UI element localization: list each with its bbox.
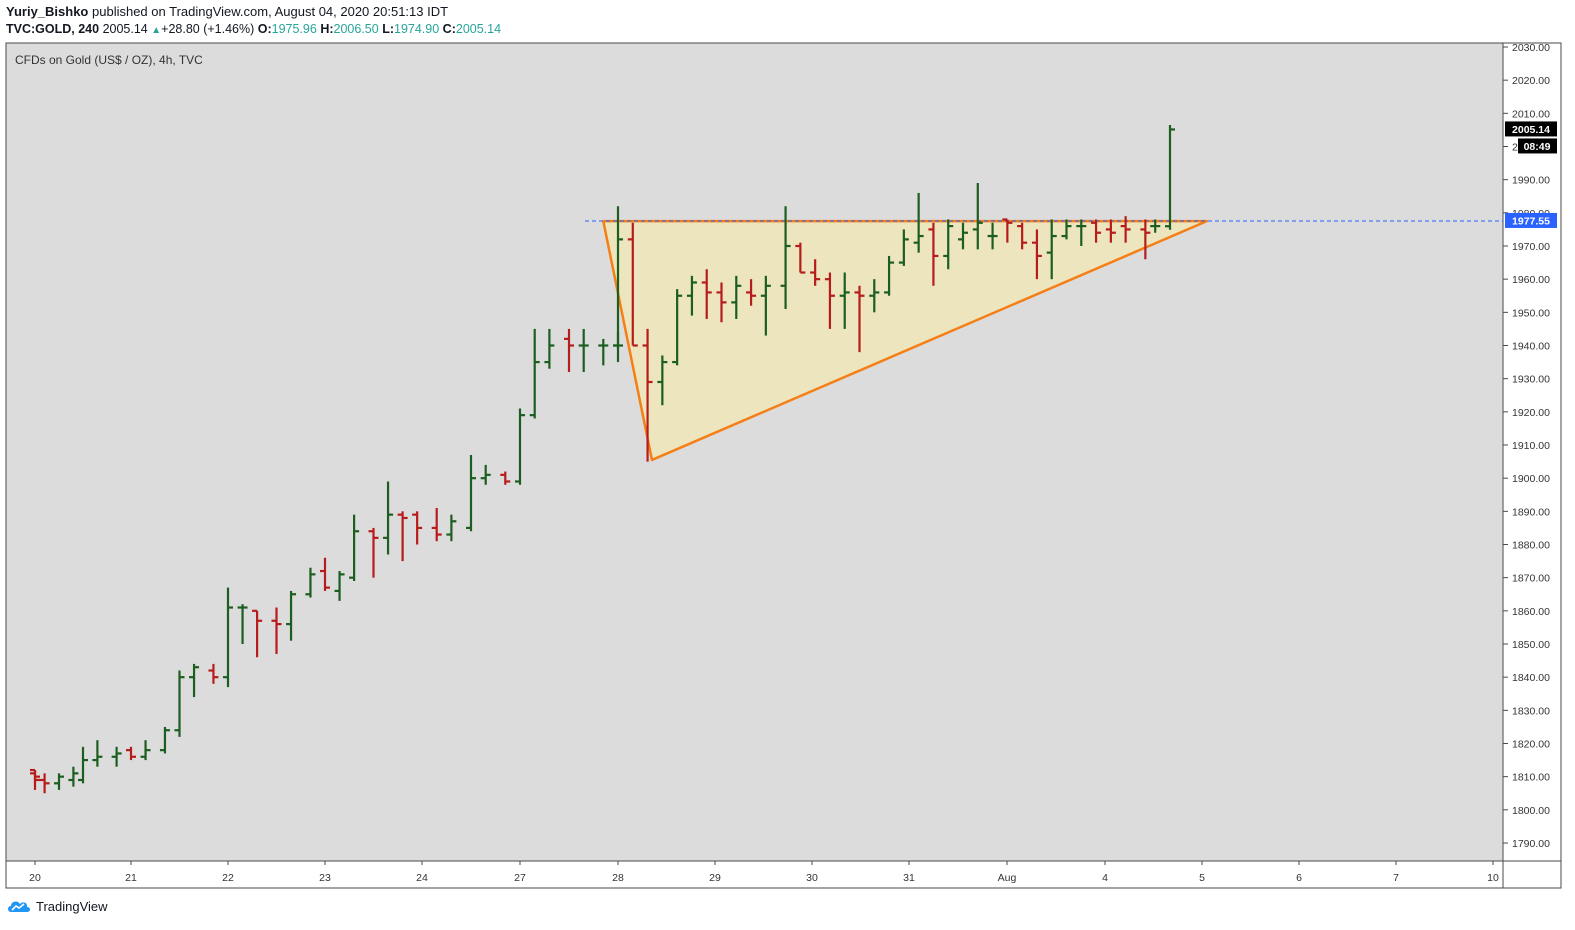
time-axis[interactable]: 20 21 22 23 24 27 28 29 30 31 Aug 4 5 6 7 10 xyxy=(29,861,1499,884)
x-tick-label: 7 xyxy=(1393,872,1399,884)
y-tick-label: 1830.00 xyxy=(1512,705,1550,717)
y-tick-label: 1910.00 xyxy=(1512,440,1550,452)
y-tick-label: 1970.00 xyxy=(1512,241,1550,253)
y-tick-label: 1960.00 xyxy=(1512,274,1550,286)
y-tick-label: 1920.00 xyxy=(1512,407,1550,419)
symbol-label: TVC:GOLD, 240 xyxy=(6,22,100,36)
y-tick-label: 1940.00 xyxy=(1512,341,1550,353)
y-tick-label: 1870.00 xyxy=(1512,573,1550,585)
x-tick-label: 5 xyxy=(1199,872,1205,884)
ohlc-header: TVC:GOLD, 240 2005.14 ▲+28.80 (+1.46%) O… xyxy=(6,22,501,36)
brand-name: TradingView xyxy=(36,898,108,914)
tradingview-logo[interactable]: TradingView xyxy=(6,898,108,914)
countdown-badge xyxy=(1518,138,1557,154)
x-tick-label: 30 xyxy=(806,872,818,884)
chart-frame xyxy=(5,42,1562,889)
cloud-icon xyxy=(8,901,30,912)
x-tick-label: 10 xyxy=(1487,872,1499,884)
x-tick-label: 4 xyxy=(1102,872,1108,884)
y-tick-label: 1810.00 xyxy=(1512,772,1550,784)
x-tick-label: 27 xyxy=(514,872,526,884)
close-label: C: xyxy=(442,22,456,36)
up-arrow-icon: ▲ xyxy=(151,25,162,36)
x-tick-label: Aug xyxy=(998,872,1017,884)
x-tick-label: 20 xyxy=(29,872,41,884)
y-tick-label: 1890.00 xyxy=(1512,506,1550,518)
triangle-pattern[interactable] xyxy=(602,219,1209,462)
x-tick-label: 21 xyxy=(125,872,137,884)
x-tick-label: 31 xyxy=(903,872,915,884)
publish-text: published on TradingView.com, August 04,… xyxy=(92,4,449,19)
y-tick-label: 1800.00 xyxy=(1512,805,1550,817)
y-tick-label: 1840.00 xyxy=(1512,672,1550,684)
countdown-label: 08:49 xyxy=(1524,141,1551,153)
x-tick-label: 6 xyxy=(1296,872,1302,884)
y-tick-label: 1790.00 xyxy=(1512,838,1550,850)
open-value: 1975.96 xyxy=(271,22,317,36)
price-change: +28.80 (+1.46%) xyxy=(161,22,255,36)
line-price-badge xyxy=(1505,212,1557,228)
x-tick-label: 28 xyxy=(612,872,624,884)
y-tick-label: 1990.00 xyxy=(1512,175,1550,187)
publish-info: Yuriy_Bishko published on TradingView.co… xyxy=(6,4,448,19)
x-tick-label: 23 xyxy=(319,872,331,884)
y-tick-label: 1930.00 xyxy=(1512,374,1550,386)
low-label: L: xyxy=(382,22,394,36)
y-tick-label: 2010.00 xyxy=(1512,108,1550,120)
x-tick-label: 24 xyxy=(416,872,428,884)
author-name[interactable]: Yuriy_Bishko xyxy=(6,4,89,19)
price-axis[interactable]: 1790.00 1800.00 1810.00 1820.00 1830.00 1840.… xyxy=(1503,42,1550,850)
triangle-shape xyxy=(602,219,1209,462)
x-tick-label: 22 xyxy=(222,872,234,884)
last-price: 2005.14 xyxy=(102,22,148,36)
y-tick-label: 1850.00 xyxy=(1512,639,1550,651)
last-price-label: 2005.14 xyxy=(1512,124,1550,136)
line-price-label: 1977.55 xyxy=(1512,215,1550,227)
high-value: 2006.50 xyxy=(333,22,379,36)
high-label: H: xyxy=(320,22,334,36)
price-labels: 2005.14 08:49 1977.55 xyxy=(1505,121,1557,228)
chart-title: CFDs on Gold (US$ / OZ), 4h, TVC xyxy=(15,53,203,67)
x-tick-label: 29 xyxy=(709,872,721,884)
y-tick-label: 1900.00 xyxy=(1512,473,1550,485)
open-label: O: xyxy=(257,22,272,36)
y-tick-label: 2030.00 xyxy=(1512,42,1550,54)
y-tick-label: 1860.00 xyxy=(1512,606,1550,618)
y-tick-label: 1820.00 xyxy=(1512,739,1550,751)
plot-area[interactable] xyxy=(6,43,1503,861)
y-tick-label: 2020.00 xyxy=(1512,75,1550,87)
close-value: 2005.14 xyxy=(455,22,502,36)
ohlc-bars xyxy=(30,124,1175,794)
y-tick-label: 1950.00 xyxy=(1512,307,1550,319)
last-price-badge xyxy=(1505,121,1557,137)
low-value: 1974.90 xyxy=(394,22,440,36)
y-tick-label: 1880.00 xyxy=(1512,540,1550,552)
